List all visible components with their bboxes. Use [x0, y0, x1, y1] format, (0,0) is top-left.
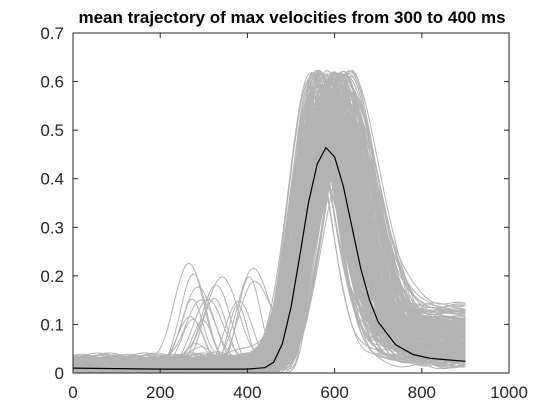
- axes: 0 200 400 600 800 1000 0 0.1 0.2 0.3 0.4 0.5 0.6 0.7: [40, 24, 528, 402]
- trial-line: [72, 136, 466, 367]
- x-tick-label: 800: [408, 383, 436, 402]
- trial-line: [72, 125, 466, 368]
- y-tick-label: 0.7: [40, 24, 64, 43]
- x-tick-label: 400: [233, 383, 261, 402]
- plot-area: [72, 33, 509, 374]
- y-tick-label: 0: [55, 364, 64, 383]
- y-tick-label: 0.2: [40, 267, 64, 286]
- y-tick-label: 0.5: [40, 121, 64, 140]
- x-tick-label: 600: [320, 383, 348, 402]
- x-axis: 0 200 400 600 800 1000: [68, 33, 528, 402]
- x-tick-label: 200: [146, 383, 174, 402]
- x-tick-label: 1000: [490, 383, 528, 402]
- y-tick-label: 0.1: [40, 315, 64, 334]
- chart-title: mean trajectory of max velocities from 3…: [78, 8, 505, 27]
- axes-box: [72, 32, 510, 374]
- x-tick-label: 0: [68, 383, 77, 402]
- y-tick-label: 0.3: [40, 218, 64, 237]
- y-tick-label: 0.4: [40, 170, 64, 189]
- mean-trajectory-line: [72, 146, 466, 370]
- y-tick-label: 0.6: [40, 73, 64, 92]
- y-axis: 0 0.1 0.2 0.3 0.4 0.5 0.6 0.7: [40, 24, 509, 383]
